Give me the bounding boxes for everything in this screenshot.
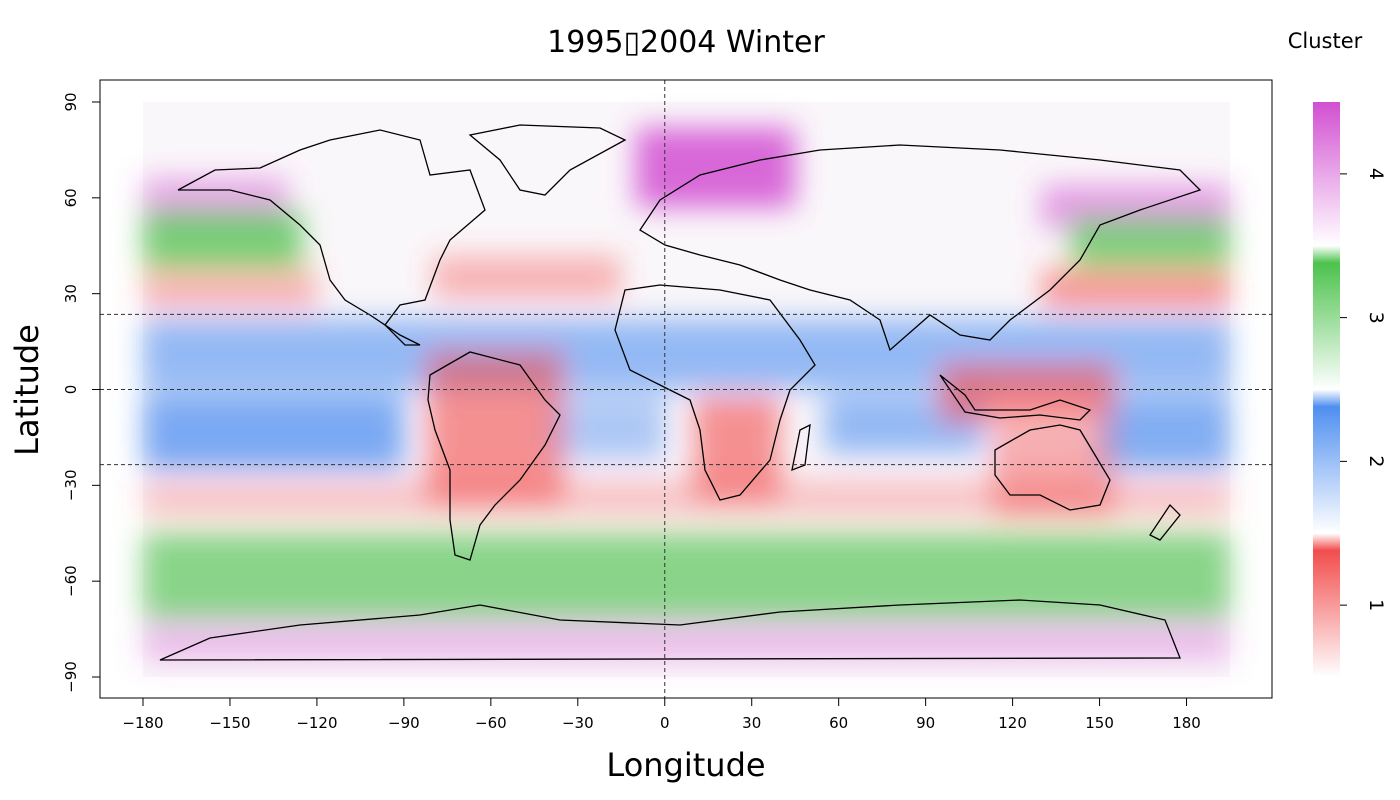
madagascar-outline [791,423,811,472]
x-tick-label: 150 [1085,714,1114,732]
africa-outline [614,284,816,501]
zone-cluster-1-16 [427,351,564,502]
coastline-outlines [159,124,1202,661]
x-tick-label: −60 [475,714,507,732]
zone-cluster-3-14 [143,533,1230,620]
x-tick-label: 0 [660,714,670,732]
new-zealand-outline [1149,503,1181,541]
y-tick-label: −30 [62,470,80,502]
zone-cluster-4-15 [143,619,1230,662]
australia-outline [994,424,1111,511]
x-tick-label: 90 [916,714,935,732]
x-axis-title: Longitude [606,746,765,784]
zone-cluster-1-17 [693,395,781,499]
zone-cluster-3-4 [1070,217,1230,269]
greenland-outline [468,124,627,196]
y-tick-label: −60 [62,565,80,597]
europe-asia-outline [639,144,1202,352]
zone-cluster-2-12 [1099,395,1230,470]
colorbar-ticks: 1 2 3 4 [1340,168,1387,611]
zone-cluster-1-18 [992,427,1115,518]
colorbar-tick-label: 4 [1365,168,1387,180]
north-america-outline [177,129,486,346]
x-tick-label: 120 [998,714,1027,732]
colorbar-tick-label: 2 [1365,455,1387,467]
legend-title: Cluster [1288,29,1363,53]
antarctica-outline [159,599,1181,661]
zone-cluster-1-6 [432,255,622,301]
x-tick-label: −120 [296,714,337,732]
y-axis: −90 −60 −30 0 30 60 90 [62,92,100,693]
y-tick-label: 60 [62,188,80,207]
x-tick-label: 180 [1172,714,1201,732]
x-axis: −180 −150 −120 −90 −60 −30 0 30 60 90 120 150 180 [122,698,1201,732]
reference-lines [100,80,1272,698]
y-tick-label: 0 [62,385,80,395]
y-axis-title: Latitude [8,324,46,456]
x-tick-label: −30 [562,714,594,732]
y-tick-label: −90 [62,661,80,693]
south-america-outline [427,351,561,561]
chart-title: 1995▯2004 Winter [547,25,825,60]
zone-cluster-1-5 [143,268,317,310]
y-tick-label: 30 [62,284,80,303]
x-tick-label: 60 [829,714,848,732]
colorbar-tick-label: 3 [1365,312,1387,324]
zone-cluster-3-3 [143,210,303,269]
x-tick-label: 30 [742,714,761,732]
zone-cluster-2-9 [143,395,404,470]
zone-cluster-4-0 [635,127,796,208]
cluster-zones [143,127,1230,662]
x-tick-label: −150 [209,714,250,732]
indonesia-outline [939,374,1092,421]
colorbar-tick-label: 1 [1365,599,1387,611]
x-tick-label: −90 [388,714,420,732]
zone-cluster-1-7 [1041,268,1230,310]
y-tick-label: 90 [62,92,80,111]
zone-cluster-2-10 [548,395,665,460]
x-tick-label: −180 [122,714,163,732]
colorbar [1313,102,1340,677]
zone-cluster-1-19 [940,363,1115,422]
